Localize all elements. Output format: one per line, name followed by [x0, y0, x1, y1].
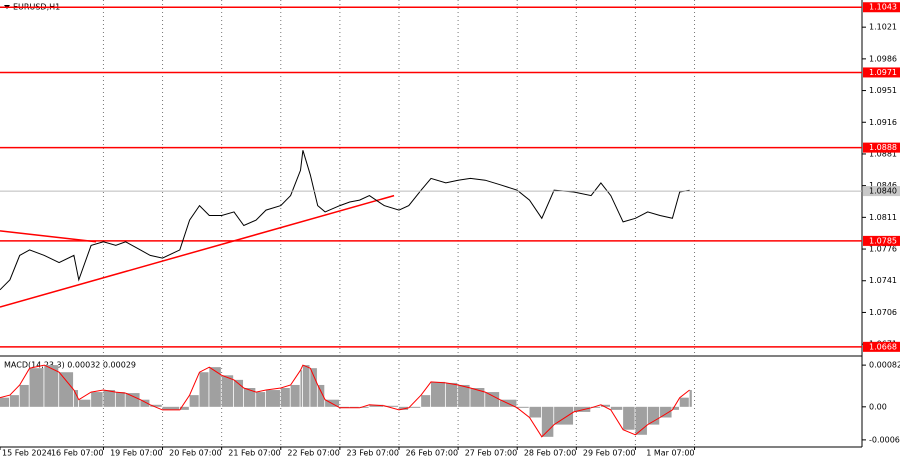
macd-bar	[573, 406, 591, 412]
macd-bar	[162, 406, 179, 410]
level-label: 1.0971	[869, 68, 897, 77]
macd-bar	[19, 384, 29, 407]
macd-bar	[256, 392, 266, 407]
x-tick-label: 1 Mar 07:00	[646, 449, 694, 458]
macd-bar	[9, 395, 19, 407]
x-tick-label: 26 Feb 07:00	[406, 449, 458, 458]
y-tick-label: 1.0811	[869, 213, 897, 222]
level-label: 1.0785	[869, 236, 897, 245]
level-label: 1.0888	[869, 143, 897, 152]
macd-signal-line	[0, 364, 690, 438]
macd-bar	[317, 384, 325, 407]
macd-bar	[541, 406, 554, 437]
level-label-box	[863, 235, 900, 246]
macd-bar	[29, 368, 44, 407]
macd-bar	[398, 406, 409, 410]
macd-bar	[679, 397, 689, 407]
x-tick-label: 23 Feb 07:00	[346, 449, 398, 458]
macd-y-tick-label: 0.00082	[869, 361, 900, 370]
level-label-box	[863, 142, 900, 153]
macd-y-tick-label: 0.00	[869, 402, 887, 411]
y-tick-label: 1.0741	[869, 276, 897, 285]
level-label-box	[863, 67, 900, 78]
y-tick-label: 1.0706	[869, 308, 897, 317]
macd-bar	[660, 406, 672, 418]
macd-bar	[529, 406, 542, 418]
trendline	[0, 194, 395, 308]
trendline	[0, 230, 97, 243]
macd-bar	[600, 404, 610, 407]
macd-bar	[610, 406, 623, 410]
macd-bar	[0, 397, 10, 407]
macd-bar	[221, 375, 234, 407]
macd-bar	[470, 388, 485, 407]
macd-bar	[189, 395, 199, 407]
macd-bar	[300, 370, 303, 407]
macd-bar	[78, 399, 91, 407]
y-tick-label: 1.0881	[869, 149, 897, 158]
macd-bar	[150, 404, 162, 407]
macd-bar	[310, 368, 317, 407]
macd-bar	[485, 392, 500, 407]
y-tick-label: 1.0846	[869, 181, 897, 190]
macd-bar	[421, 395, 431, 407]
macd-bar	[384, 405, 399, 407]
x-tick-label: 29 Feb 07:00	[583, 449, 635, 458]
macd-y-tick-label: -0.00065	[869, 435, 900, 444]
x-tick-label: 16 Feb 07:00	[51, 449, 103, 458]
macd-bar	[647, 406, 660, 425]
macd-bar	[359, 406, 369, 408]
y-tick-label: 1.0986	[869, 54, 897, 63]
x-tick-label: 21 Feb 07:00	[228, 449, 280, 458]
y-tick-label: 1.1021	[869, 23, 897, 32]
macd-bar	[59, 372, 74, 407]
macd-title: MACD(14,23,3) 0.00032 0.00029	[4, 361, 136, 370]
x-tick-label: 28 Feb 07:00	[524, 449, 576, 458]
macd-bar	[103, 390, 115, 407]
macd-bar	[265, 390, 280, 407]
macd-bar	[73, 390, 79, 407]
macd-bar	[125, 393, 140, 407]
x-tick-label: 22 Feb 07:00	[287, 449, 339, 458]
x-tick-label: 19 Feb 07:00	[110, 449, 162, 458]
macd-bar	[140, 399, 150, 407]
macd-bar	[44, 365, 59, 407]
x-tick-label: 27 Feb 07:00	[465, 449, 517, 458]
macd-bar	[233, 379, 244, 407]
macd-bar	[369, 404, 384, 407]
x-tick-label: 20 Feb 07:00	[169, 449, 221, 458]
level-label-box	[863, 2, 900, 13]
x-tick-label: 15 Feb 2024	[2, 449, 52, 458]
macd-bar	[554, 406, 574, 425]
macd-bar	[458, 384, 470, 407]
macd-bar	[243, 388, 256, 407]
level-label: 1.1043	[869, 3, 897, 12]
y-tick-label: 1.0951	[869, 86, 897, 95]
macd-bar	[290, 384, 300, 407]
macd-bar	[591, 406, 601, 408]
macd-bar	[689, 390, 692, 407]
macd-bar	[91, 392, 103, 407]
macd-bar	[199, 372, 209, 407]
macd-bar	[209, 367, 221, 407]
macd-bar	[115, 392, 125, 407]
macd-bar	[408, 406, 421, 408]
current-price-label: 1.0840	[869, 187, 897, 196]
price-line	[0, 150, 690, 291]
current-price-box	[863, 186, 900, 197]
macd-bar	[623, 406, 635, 430]
level-label: 1.0668	[869, 342, 897, 351]
level-label-box	[863, 341, 900, 352]
macd-bar	[445, 382, 458, 407]
macd-bar	[517, 406, 529, 408]
macd-bar	[302, 365, 310, 407]
macd-bar	[635, 406, 647, 435]
y-tick-label: 1.0776	[869, 245, 897, 254]
macd-bar	[672, 406, 679, 410]
y-tick-label: 1.0916	[869, 118, 897, 127]
macd-bar	[280, 388, 290, 407]
macd-bar	[179, 406, 189, 410]
macd-bar	[431, 381, 445, 407]
